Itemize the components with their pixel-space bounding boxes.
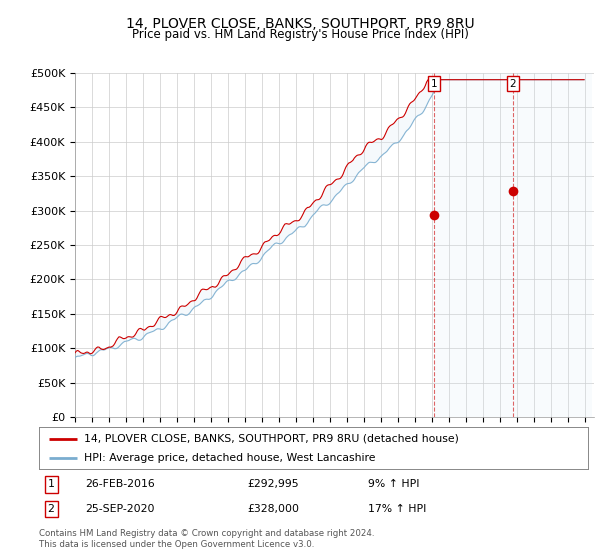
Text: 17% ↑ HPI: 17% ↑ HPI — [368, 504, 427, 514]
Text: 1: 1 — [431, 79, 437, 89]
Text: 14, PLOVER CLOSE, BANKS, SOUTHPORT, PR9 8RU: 14, PLOVER CLOSE, BANKS, SOUTHPORT, PR9 … — [125, 17, 475, 31]
Bar — [434, 73, 592, 417]
Text: 25-SEP-2020: 25-SEP-2020 — [86, 504, 155, 514]
Text: 26-FEB-2016: 26-FEB-2016 — [86, 479, 155, 489]
Text: HPI: Average price, detached house, West Lancashire: HPI: Average price, detached house, West… — [84, 453, 376, 463]
Text: 9% ↑ HPI: 9% ↑ HPI — [368, 479, 420, 489]
Text: 2: 2 — [47, 504, 55, 514]
Text: 1: 1 — [47, 479, 55, 489]
Text: £328,000: £328,000 — [248, 504, 299, 514]
Text: Price paid vs. HM Land Registry's House Price Index (HPI): Price paid vs. HM Land Registry's House … — [131, 28, 469, 41]
Text: £292,995: £292,995 — [248, 479, 299, 489]
Text: Contains HM Land Registry data © Crown copyright and database right 2024.
This d: Contains HM Land Registry data © Crown c… — [39, 529, 374, 549]
Text: 14, PLOVER CLOSE, BANKS, SOUTHPORT, PR9 8RU (detached house): 14, PLOVER CLOSE, BANKS, SOUTHPORT, PR9 … — [84, 433, 459, 444]
Text: 2: 2 — [509, 79, 516, 89]
